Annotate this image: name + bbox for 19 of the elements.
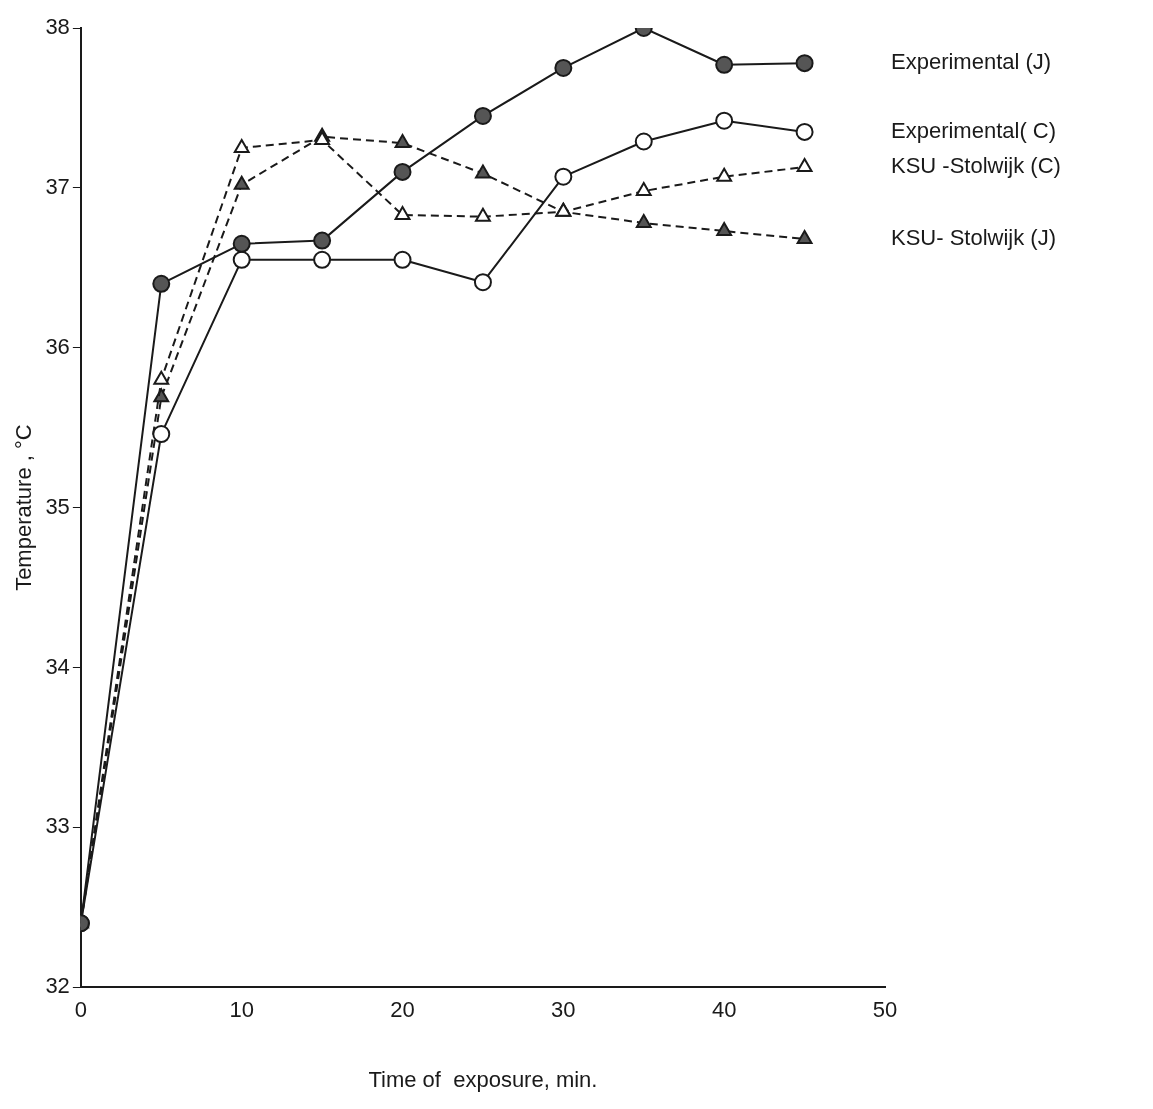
x-tick-label: 40 (711, 997, 737, 1023)
text: KSU- Stolwijk (J) (891, 225, 1057, 251)
text: Experimental( C) (891, 117, 1057, 143)
x-tick-label: 10 (229, 997, 254, 1023)
y-axis-title: Temperature , °C (11, 424, 37, 591)
y-tick-label: 35 (45, 493, 70, 519)
x-tick-label: 30 (551, 997, 576, 1023)
text: KSU -Stolwijk (C) (891, 153, 1061, 179)
y-tick-label: 38 (45, 14, 70, 40)
y-tick-label: 32 (45, 973, 70, 999)
y-tick-label: 33 (45, 813, 70, 839)
y-tick-label: 34 (45, 653, 70, 679)
x-tick-label: 50 (872, 997, 898, 1023)
x-tick-label: 0 (74, 997, 87, 1023)
y-tick-label: 37 (45, 173, 70, 199)
text: Experimental (J) (891, 49, 1052, 75)
x-axis-title: Time of exposure, min. (368, 1066, 598, 1092)
y-tick-label: 36 (45, 333, 70, 359)
x-tick-label: 20 (390, 997, 415, 1023)
